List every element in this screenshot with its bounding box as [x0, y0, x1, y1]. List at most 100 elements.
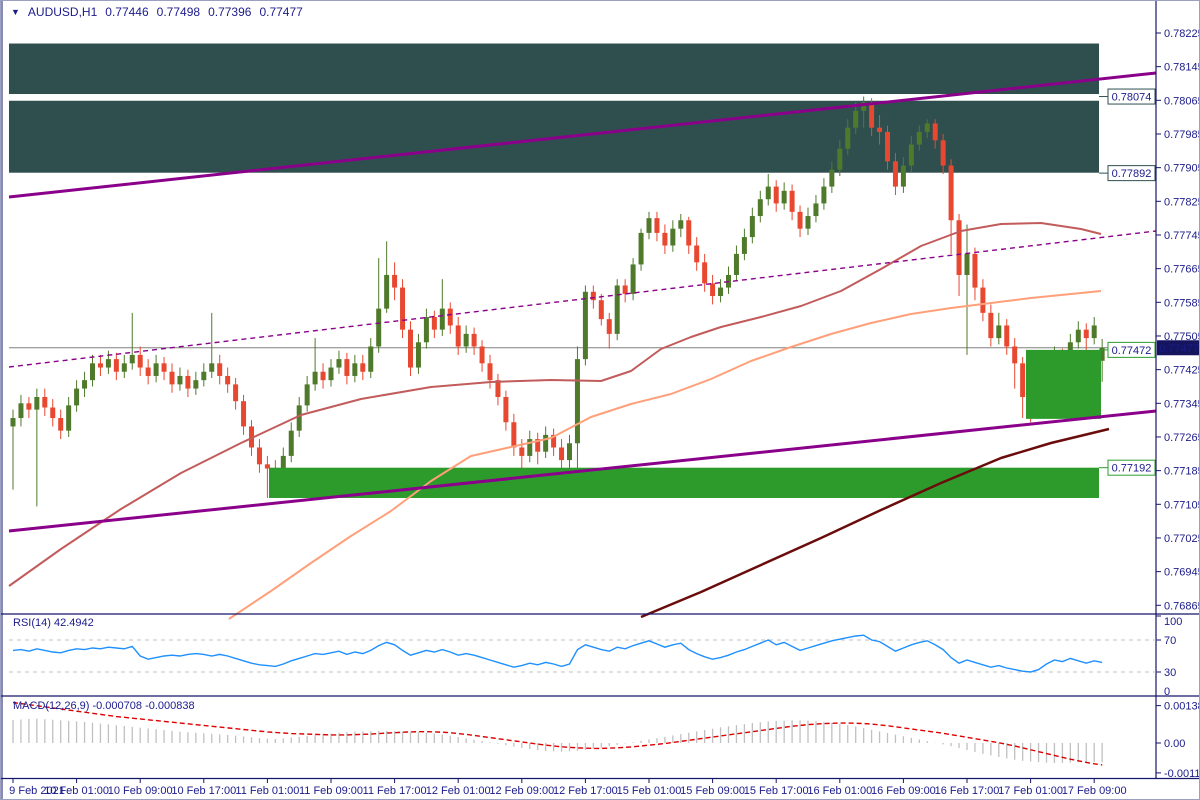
candle-bearish[interactable]: [320, 371, 326, 381]
candle-bullish[interactable]: [439, 308, 445, 330]
symbol-dropdown-icon[interactable]: ▼: [11, 6, 20, 17]
candle-bullish[interactable]: [765, 186, 771, 200]
candle-bullish[interactable]: [829, 169, 835, 187]
candle-bearish[interactable]: [606, 319, 612, 334]
candle-bullish[interactable]: [1091, 325, 1097, 339]
candle-bearish[interactable]: [551, 434, 557, 448]
candle-bullish[interactable]: [996, 325, 1002, 339]
candle-bearish[interactable]: [789, 190, 795, 212]
candle-bullish[interactable]: [193, 380, 199, 389]
candle-bullish[interactable]: [837, 148, 843, 170]
candle-bullish[interactable]: [376, 308, 382, 347]
candle-bullish[interactable]: [678, 220, 684, 229]
candle-bullish[interactable]: [582, 291, 588, 360]
candle-bearish[interactable]: [797, 211, 803, 229]
candle-bearish[interactable]: [360, 363, 366, 372]
candle-bearish[interactable]: [972, 253, 978, 288]
candle-bullish[interactable]: [105, 359, 111, 368]
candle-bullish[interactable]: [630, 264, 636, 294]
candle-bearish[interactable]: [622, 285, 628, 294]
candle-bearish[interactable]: [495, 380, 501, 397]
candle-bullish[interactable]: [853, 110, 859, 128]
candle-bullish[interactable]: [543, 434, 549, 452]
candle-bearish[interactable]: [511, 422, 517, 448]
candle-bullish[interactable]: [177, 375, 183, 385]
candle-bearish[interactable]: [97, 363, 103, 368]
candle-bullish[interactable]: [153, 363, 159, 376]
candle-bearish[interactable]: [471, 333, 477, 347]
candle-bearish[interactable]: [145, 367, 151, 376]
candle-bullish[interactable]: [304, 384, 310, 406]
candle-bullish[interactable]: [352, 363, 358, 376]
candle-bearish[interactable]: [344, 359, 350, 376]
candle-bearish[interactable]: [249, 426, 254, 448]
candle-bearish[interactable]: [948, 165, 954, 221]
candle-bearish[interactable]: [42, 396, 48, 408]
candle-bullish[interactable]: [129, 354, 135, 364]
candle-bearish[interactable]: [892, 161, 898, 187]
candle-bearish[interactable]: [113, 359, 119, 372]
candle-bearish[interactable]: [710, 283, 716, 296]
candle-bullish[interactable]: [916, 131, 922, 145]
candle-bullish[interactable]: [741, 237, 747, 254]
candle-bearish[interactable]: [256, 447, 262, 465]
candle-bullish[interactable]: [908, 144, 914, 166]
candle-bearish[interactable]: [1083, 329, 1089, 339]
candle-bullish[interactable]: [900, 165, 906, 187]
candle-bearish[interactable]: [487, 363, 493, 381]
candle-bearish[interactable]: [26, 403, 32, 410]
candle-bullish[interactable]: [121, 363, 127, 372]
candle-bullish[interactable]: [384, 274, 390, 309]
candle-bullish[interactable]: [280, 455, 286, 477]
candle-bullish[interactable]: [90, 363, 95, 381]
rsi-pane[interactable]: 100 70 30 0: [9, 615, 1182, 698]
macd-pane[interactable]: 0.001385 0.00 -0.001107: [12, 701, 1200, 780]
candle-bearish[interactable]: [185, 375, 191, 389]
candle-bearish[interactable]: [392, 274, 398, 288]
candle-bearish[interactable]: [877, 127, 883, 132]
candle-bearish[interactable]: [988, 312, 994, 339]
candle-bearish[interactable]: [590, 291, 596, 301]
candle-bearish[interactable]: [686, 220, 692, 246]
candle-bullish[interactable]: [527, 439, 533, 456]
candle-bullish[interactable]: [66, 405, 72, 431]
candle-bearish[interactable]: [598, 300, 604, 320]
candle-bullish[interactable]: [312, 371, 318, 385]
candle-bullish[interactable]: [288, 430, 294, 456]
candle-bullish[interactable]: [1099, 347, 1105, 361]
candle-bullish[interactable]: [757, 199, 763, 217]
candle-bullish[interactable]: [74, 388, 80, 406]
candle-bullish[interactable]: [567, 443, 572, 461]
candle-bearish[interactable]: [932, 123, 938, 141]
candle-bearish[interactable]: [169, 371, 175, 385]
candle-bullish[interactable]: [209, 363, 215, 372]
candle-bullish[interactable]: [749, 216, 755, 238]
candle-bullish[interactable]: [718, 287, 724, 296]
candle-bearish[interactable]: [264, 464, 270, 469]
candle-bearish[interactable]: [241, 401, 247, 427]
candle-bearish[interactable]: [408, 329, 413, 368]
candle-bearish[interactable]: [980, 287, 986, 313]
candle-bullish[interactable]: [10, 418, 16, 427]
candle-bearish[interactable]: [50, 407, 56, 419]
candle-bearish[interactable]: [702, 262, 708, 284]
candle-bullish[interactable]: [670, 228, 676, 246]
candle-bullish[interactable]: [924, 123, 930, 132]
candle-bullish[interactable]: [82, 380, 88, 389]
price-marker-box[interactable]: [1107, 88, 1156, 105]
candle-bearish[interactable]: [956, 220, 962, 275]
candle-bearish[interactable]: [654, 218, 660, 233]
price-marker-box[interactable]: [1107, 165, 1156, 182]
candle-bullish[interactable]: [34, 396, 40, 410]
candle-bearish[interactable]: [662, 232, 668, 246]
candle-bullish[interactable]: [614, 285, 620, 334]
candle-bearish[interactable]: [431, 317, 437, 330]
candle-bullish[interactable]: [733, 253, 739, 275]
candle-bearish[interactable]: [940, 140, 946, 166]
candle-bullish[interactable]: [296, 405, 302, 431]
candle-bearish[interactable]: [503, 396, 509, 423]
candle-bullish[interactable]: [574, 359, 580, 444]
candle-bearish[interactable]: [535, 439, 541, 452]
